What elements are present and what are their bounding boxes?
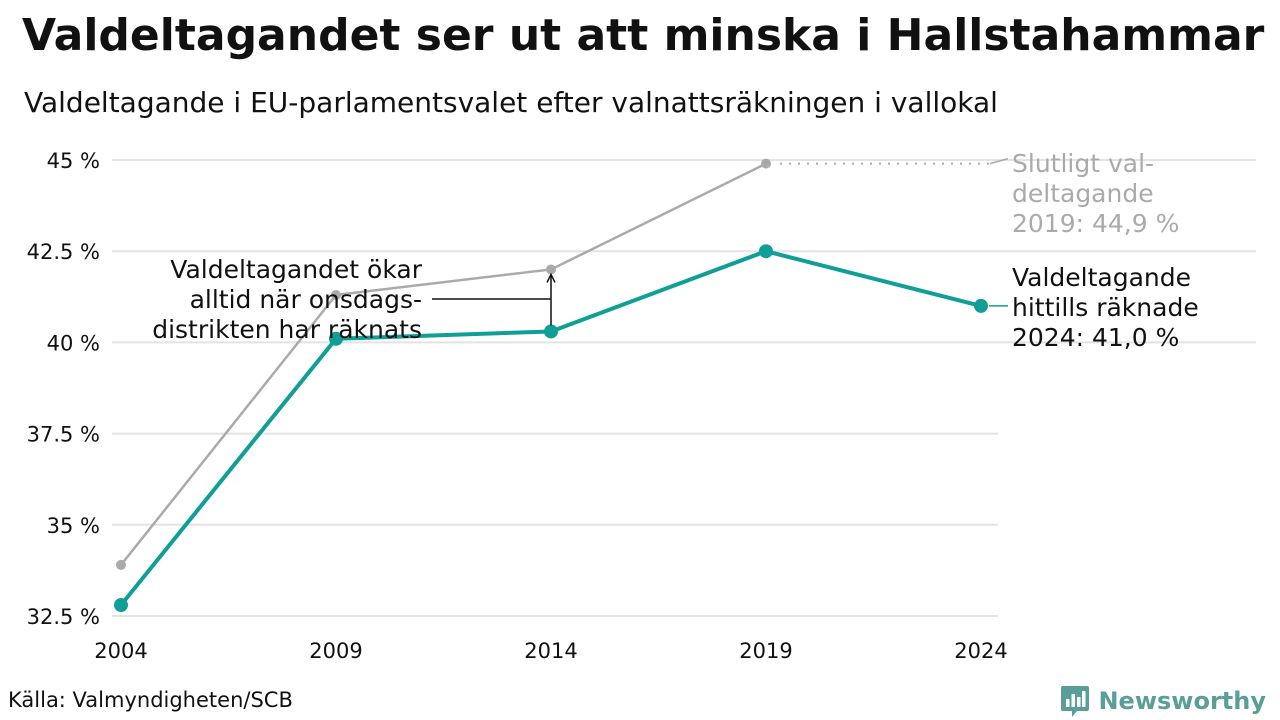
brand-name: Newsworthy	[1098, 687, 1266, 715]
final-data-point	[761, 158, 771, 169]
y-tick-label: 45 %	[47, 149, 100, 173]
final-label-connector	[989, 157, 1009, 165]
bar-chart-bubble-icon	[1061, 686, 1090, 717]
chart-title: Valdeltagandet ser ut att minska i Halls…	[22, 10, 1265, 61]
final-series-line	[120, 162, 767, 566]
x-tick-label: 2014	[524, 639, 577, 663]
source-credit: Källa: Valmyndigheten/SCB	[8, 688, 293, 712]
increase-note-label: alltid när onsdags-	[190, 285, 422, 314]
chart-subtitle: Valdeltagande i EU-parlamentsvalet efter…	[24, 86, 998, 119]
final-turnout-label: 2019: 44,9 %	[1012, 209, 1179, 238]
increase-note-label: distrikten har räknats	[152, 315, 422, 344]
increase-note-label: Valdeltagandet ökar	[170, 255, 422, 284]
counted-data-point	[329, 331, 343, 346]
final-data-point	[331, 289, 341, 300]
x-tick-label: 2019	[739, 639, 792, 663]
counted-data-point	[759, 244, 773, 259]
counted-data-point	[544, 324, 558, 339]
y-tick-label: 32.5 %	[27, 605, 100, 629]
counted-turnout-label: Valdeltagande	[1012, 263, 1191, 292]
final-data-point	[546, 264, 556, 275]
y-tick-label: 40 %	[47, 331, 100, 355]
increase-arrowhead	[546, 272, 556, 283]
counted-data-point	[114, 598, 128, 613]
counted-turnout-label: 2024: 41,0 %	[1012, 323, 1179, 352]
brand-logo: Newsworthy	[1060, 684, 1266, 718]
final-turnout-label: deltagande	[1012, 179, 1154, 208]
x-tick-label: 2004	[94, 639, 147, 663]
counted-data-point	[974, 298, 988, 313]
x-tick-label: 2009	[309, 639, 362, 663]
counted-turnout-label: hittills räknade	[1012, 293, 1199, 322]
final-data-point	[116, 559, 126, 570]
y-tick-label: 42.5 %	[27, 240, 100, 264]
final-turnout-label: Slutligt val-	[1012, 149, 1154, 178]
y-tick-label: 37.5 %	[27, 423, 100, 447]
x-tick-label: 2024	[954, 639, 1007, 663]
y-tick-label: 35 %	[47, 514, 100, 538]
